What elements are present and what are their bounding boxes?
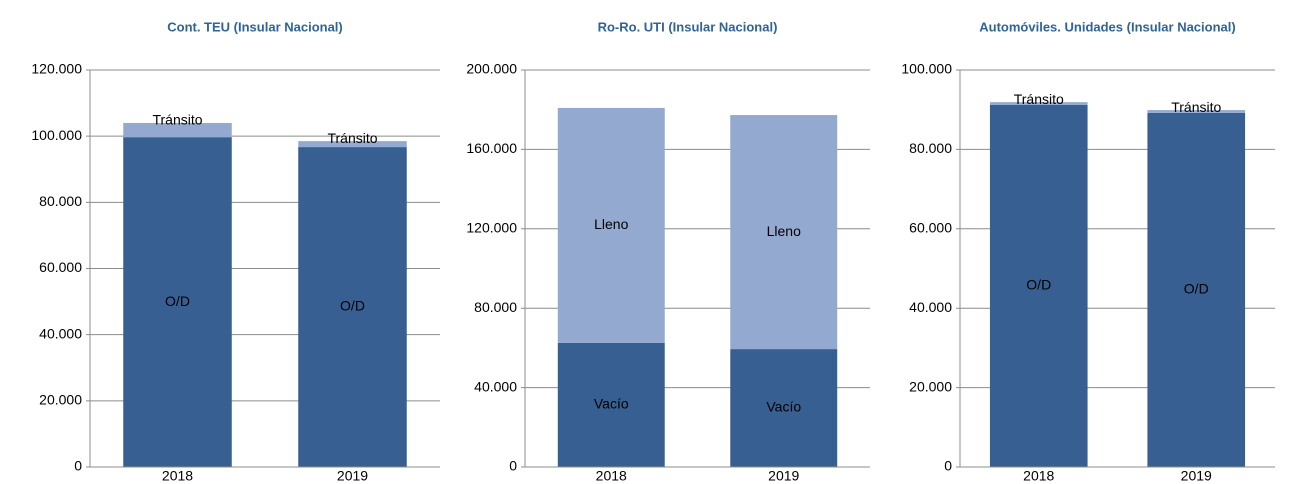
x-tick-label: 2019: [1181, 468, 1212, 484]
segment-label: Vacío: [594, 396, 629, 412]
y-tick-label: 160.000: [466, 140, 517, 156]
bar-segment: [557, 107, 665, 343]
y-tick-label: 0: [509, 458, 517, 474]
segment-label: O/D: [1184, 281, 1209, 297]
chart-title: Cont. TEU (Insular Nacional): [167, 19, 343, 34]
y-tick-label: 80.000: [909, 140, 952, 156]
bar-segment: [123, 122, 232, 138]
bar-segment: [730, 115, 838, 350]
segment-label: Tránsito: [327, 130, 377, 146]
bar-segment: [730, 349, 838, 467]
y-tick-label: 40.000: [474, 378, 517, 394]
segment-label: Tránsito: [1171, 99, 1221, 115]
y-tick-label: 120.000: [31, 61, 82, 77]
bar-segment: [989, 104, 1088, 467]
segment-label: O/D: [165, 293, 190, 309]
y-tick-label: 20.000: [909, 378, 952, 394]
bar-segment: [557, 342, 665, 467]
y-tick-label: 40.000: [39, 325, 82, 341]
y-tick-label: 60.000: [909, 220, 952, 236]
x-tick-label: 2019: [337, 468, 368, 484]
y-tick-label: 100.000: [31, 127, 82, 143]
y-tick-label: 60.000: [39, 259, 82, 275]
y-tick-label: 0: [944, 458, 952, 474]
y-tick-label: 100.000: [901, 61, 952, 77]
chart-title: Ro-Ro. UTI (Insular Nacional): [598, 19, 778, 34]
y-tick-label: 40.000: [909, 299, 952, 315]
bar-segment: [298, 147, 407, 467]
y-tick-label: 80.000: [39, 193, 82, 209]
y-tick-label: 200.000: [466, 61, 517, 77]
bar-segment: [1147, 110, 1246, 113]
y-tick-label: 0: [74, 458, 82, 474]
segment-label: O/D: [340, 298, 365, 314]
segment-label: Tránsito: [1014, 91, 1064, 107]
y-tick-label: 120.000: [466, 220, 517, 236]
segment-label: Tránsito: [152, 112, 202, 128]
segment-label: Lleno: [767, 223, 801, 239]
bar-segment: [989, 102, 1088, 105]
bar-segment: [298, 141, 407, 148]
y-tick-label: 20.000: [39, 392, 82, 408]
y-tick-label: 80.000: [474, 299, 517, 315]
bar-segment: [123, 137, 232, 467]
bar-segment: [1147, 112, 1246, 467]
x-tick-label: 2018: [596, 468, 627, 484]
x-tick-label: 2019: [768, 468, 799, 484]
x-tick-label: 2018: [1023, 468, 1054, 484]
segment-label: O/D: [1026, 277, 1051, 293]
segment-label: Vacío: [766, 399, 801, 415]
segment-label: Lleno: [594, 216, 628, 232]
chart-title: Automóviles. Unidades (Insular Nacional): [979, 19, 1235, 34]
x-tick-label: 2018: [162, 468, 193, 484]
